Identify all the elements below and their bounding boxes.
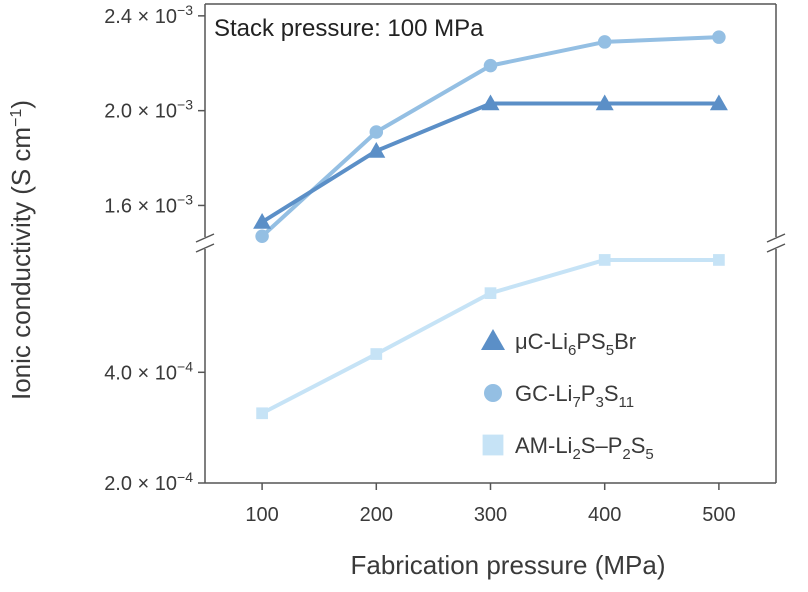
annotation-stack-pressure: Stack pressure: 100 MPa (214, 15, 484, 42)
x-tick-label: 200 (360, 504, 393, 526)
legend-label: AM-Li2S–P2S5 (515, 433, 654, 463)
x-axis-title: Fabrication pressure (MPa) (351, 550, 666, 580)
legend: μC-Li6PS5Br GC-Li7P3S11 AM-Li2S–P2S5 (481, 329, 654, 463)
data-point (484, 287, 497, 300)
legend-label: GC-Li7P3S11 (515, 381, 634, 411)
legend-marker (482, 434, 504, 456)
plot-frame (193, 3, 788, 484)
x-tick-label: 300 (474, 504, 507, 526)
series-circle (255, 30, 726, 244)
data-point (598, 254, 611, 266)
data-point (253, 213, 272, 229)
data-point (483, 58, 498, 73)
x-tick-label: 100 (245, 504, 278, 526)
data-point (370, 348, 383, 360)
legend-item: AM-Li2S–P2S5 (482, 433, 654, 463)
y-axis-title: Ionic conductivity (S cm−1) (6, 100, 36, 400)
data-point (367, 141, 386, 158)
x-tick-label: 400 (588, 504, 621, 526)
data-point (712, 30, 726, 44)
axis-break-left (193, 233, 217, 253)
x-tick-label: 500 (702, 504, 735, 526)
data-point (597, 35, 612, 49)
legend-item: μC-Li6PS5Br (481, 329, 636, 359)
axis-ticks: 100 200 300 400 500 2.4 × 10−3 2.0 × 10−3 1.6 ×… (104, 2, 735, 526)
y-tick-label: 2.0 × 10−3 (104, 97, 193, 123)
data-point (255, 229, 269, 244)
legend-marker (481, 329, 505, 350)
legend-item: GC-Li7P3S11 (484, 381, 634, 411)
series-layer (253, 30, 728, 420)
series-square (256, 254, 725, 420)
legend-label: μC-Li6PS5Br (515, 329, 636, 359)
y-tick-label: 4.0 × 10−4 (104, 358, 193, 384)
series-triangle (253, 94, 728, 229)
data-point (256, 407, 268, 420)
data-point (481, 94, 500, 111)
y-tick-label: 2.4 × 10−3 (104, 2, 193, 28)
series-line (261, 101, 719, 224)
y-tick-label: 2.0 × 10−4 (104, 469, 193, 495)
data-point (709, 94, 728, 111)
data-point (713, 254, 725, 266)
axis-break-right (764, 233, 788, 253)
y-tick-label: 1.6 × 10−3 (104, 191, 193, 217)
legend-marker (484, 384, 502, 402)
data-point (369, 125, 384, 139)
data-point (595, 94, 614, 111)
